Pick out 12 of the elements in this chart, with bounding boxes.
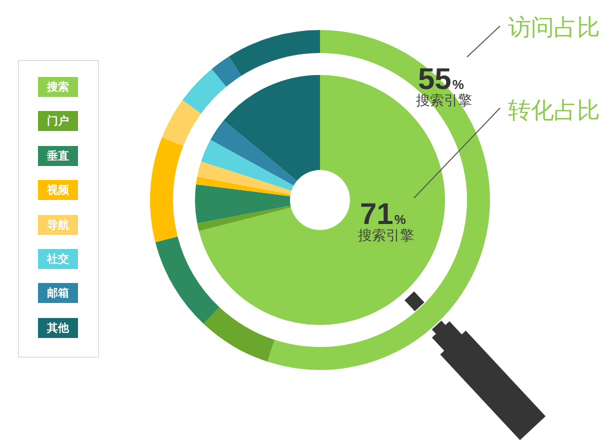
text: 搜索引擎 <box>416 92 472 108</box>
legend-label: 邮箱 <box>47 286 69 300</box>
legend-label: 其他 <box>46 322 70 335</box>
legend-label: 导航 <box>47 218 69 232</box>
text: 搜索引擎 <box>358 227 414 243</box>
slice-label: 访问占比 <box>508 14 600 40</box>
legend-label: 社交 <box>46 252 69 266</box>
legend-label: 视频 <box>46 184 70 197</box>
legend-label: 搜索 <box>46 80 69 94</box>
slice-label: 转化占比 <box>508 97 600 123</box>
legend-label: 门户 <box>47 114 69 128</box>
legend-label: 垂直 <box>46 150 69 163</box>
